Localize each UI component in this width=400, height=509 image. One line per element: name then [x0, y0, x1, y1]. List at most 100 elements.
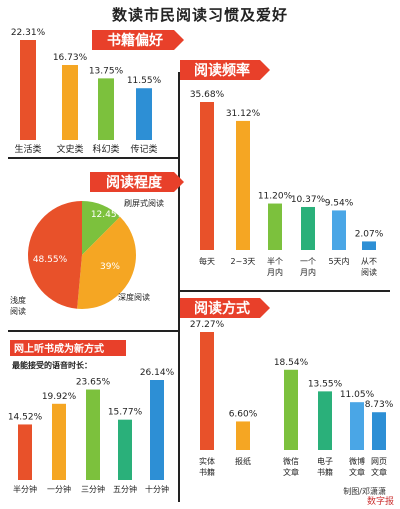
depth-slice-1	[77, 216, 136, 309]
books-value-0: 22.31%	[11, 28, 46, 38]
method-value-3: 13.55%	[308, 379, 343, 389]
method-category-0-1: 书籍	[199, 467, 215, 477]
method-bar-2	[284, 369, 298, 450]
frequency-category-5-0: 从不	[361, 257, 377, 266]
listen-bar-1	[52, 403, 66, 480]
books-value-3: 11.55%	[127, 76, 162, 86]
depth-label-0: 刷屏式阅读	[124, 198, 164, 208]
depth-banner	[90, 172, 184, 192]
listen-value-4: 26.14%	[140, 368, 175, 378]
method-category-0-0: 实体	[199, 456, 215, 466]
frequency-category-1-0: 2~3天	[231, 257, 256, 266]
frequency-category-4-0: 5天内	[328, 256, 349, 266]
method-bar-5	[372, 412, 386, 450]
frequency-category-2-0: 半个	[267, 256, 283, 266]
frequency-bar-1	[236, 120, 250, 250]
books-banner-label: 书籍偏好	[107, 32, 163, 49]
frequency-bar-5	[362, 241, 376, 250]
depth-label-2-line0: 浅度	[10, 295, 26, 305]
frequency-banner	[180, 60, 270, 80]
method-bar-0	[200, 332, 214, 450]
depth-slice-2	[28, 201, 82, 309]
frequency-value-2: 11.20%	[258, 192, 293, 202]
divider-books	[8, 157, 178, 159]
method-bar-4	[350, 402, 364, 450]
frequency-category-3-1: 月内	[300, 267, 316, 277]
listen-bar-0	[18, 424, 32, 480]
books-value-2: 13.75%	[89, 66, 124, 76]
frequency-value-4: 9.54%	[325, 198, 354, 208]
listen-bar-4	[150, 380, 164, 480]
frequency-bar-3	[301, 206, 315, 250]
method-category-3-1: 书籍	[317, 467, 333, 477]
method-category-5-1: 文章	[371, 467, 387, 477]
books-banner	[92, 30, 184, 50]
method-bar-3	[318, 391, 332, 450]
depth-label-2-line1: 阅读	[10, 306, 26, 316]
depth-banner-label: 阅读程度	[106, 174, 163, 191]
frequency-bar-4	[332, 210, 346, 250]
listen-value-0: 14.52%	[8, 412, 43, 422]
books-bar-3	[136, 88, 152, 140]
method-category-3-0: 电子	[317, 456, 333, 466]
frequency-bar-2	[268, 203, 282, 250]
method-value-4: 11.05%	[340, 390, 375, 400]
method-category-1-0: 报纸	[235, 456, 251, 466]
vertical-divider	[178, 72, 180, 502]
listen-category-4: 十分钟	[145, 484, 169, 494]
frequency-banner-label: 阅读频率	[194, 62, 250, 79]
method-banner-label: 阅读方式	[194, 300, 250, 317]
divider-frequency	[180, 290, 390, 292]
frequency-value-3: 10.37%	[291, 195, 326, 205]
method-category-2-1: 文章	[283, 467, 299, 477]
watermark: 数字报	[366, 497, 394, 507]
depth-value-2: 48.55%	[33, 255, 68, 265]
credit: 制图/邓潇潇	[343, 487, 386, 496]
method-value-5: 8.73%	[365, 400, 394, 410]
frequency-value-5: 2.07%	[355, 229, 384, 239]
method-value-0: 27.27%	[190, 320, 225, 330]
depth-slice-0	[82, 201, 121, 255]
method-category-2-0: 微信	[283, 456, 299, 466]
method-category-5-0: 网页	[371, 457, 387, 466]
frequency-bar-0	[200, 102, 214, 250]
books-category-3: 传记类	[130, 143, 157, 155]
divider-depth	[8, 330, 178, 332]
books-bar-1	[62, 65, 78, 140]
listen-banner-label: 网上听书成为新方式	[14, 342, 104, 355]
method-category-4-1: 文章	[349, 467, 365, 477]
method-value-2: 18.54%	[274, 358, 309, 368]
frequency-category-3-0: 一个	[300, 257, 316, 266]
listen-category-0: 半分钟	[13, 484, 37, 494]
method-value-1: 6.60%	[229, 409, 258, 419]
books-bar-2	[98, 78, 114, 140]
frequency-value-1: 31.12%	[226, 109, 261, 119]
listen-value-2: 23.65%	[76, 378, 111, 388]
listen-category-3: 五分钟	[113, 484, 137, 494]
listen-banner	[10, 340, 126, 356]
depth-value-0: 12.45%	[91, 210, 126, 220]
listen-bar-2	[86, 389, 100, 480]
method-banner	[180, 298, 270, 318]
listen-value-3: 15.77%	[108, 408, 143, 418]
page-title: 数读市民阅读习惯及爱好	[111, 6, 288, 24]
listen-category-2: 三分钟	[81, 484, 105, 494]
listen-category-1: 一分钟	[47, 484, 71, 494]
depth-label-1: 深度阅读	[118, 292, 150, 302]
books-category-1: 文史类	[56, 143, 83, 155]
listen-bar-3	[118, 419, 132, 480]
frequency-value-0: 35.68%	[190, 90, 225, 100]
depth-value-1: 39%	[100, 262, 120, 272]
frequency-category-0-0: 每天	[199, 256, 215, 266]
frequency-category-5-1: 阅读	[361, 267, 377, 277]
books-category-0: 生活类	[14, 143, 41, 155]
method-bar-1	[236, 421, 250, 450]
books-bar-0	[20, 40, 36, 140]
frequency-category-2-1: 月内	[267, 267, 283, 277]
books-category-2: 科幻类	[92, 143, 119, 155]
listen-value-1: 19.92%	[42, 392, 77, 402]
method-category-4-0: 微博	[349, 456, 365, 466]
listen-subtitle: 最能接受的语音时长：	[12, 360, 92, 370]
books-value-1: 16.73%	[53, 53, 88, 63]
